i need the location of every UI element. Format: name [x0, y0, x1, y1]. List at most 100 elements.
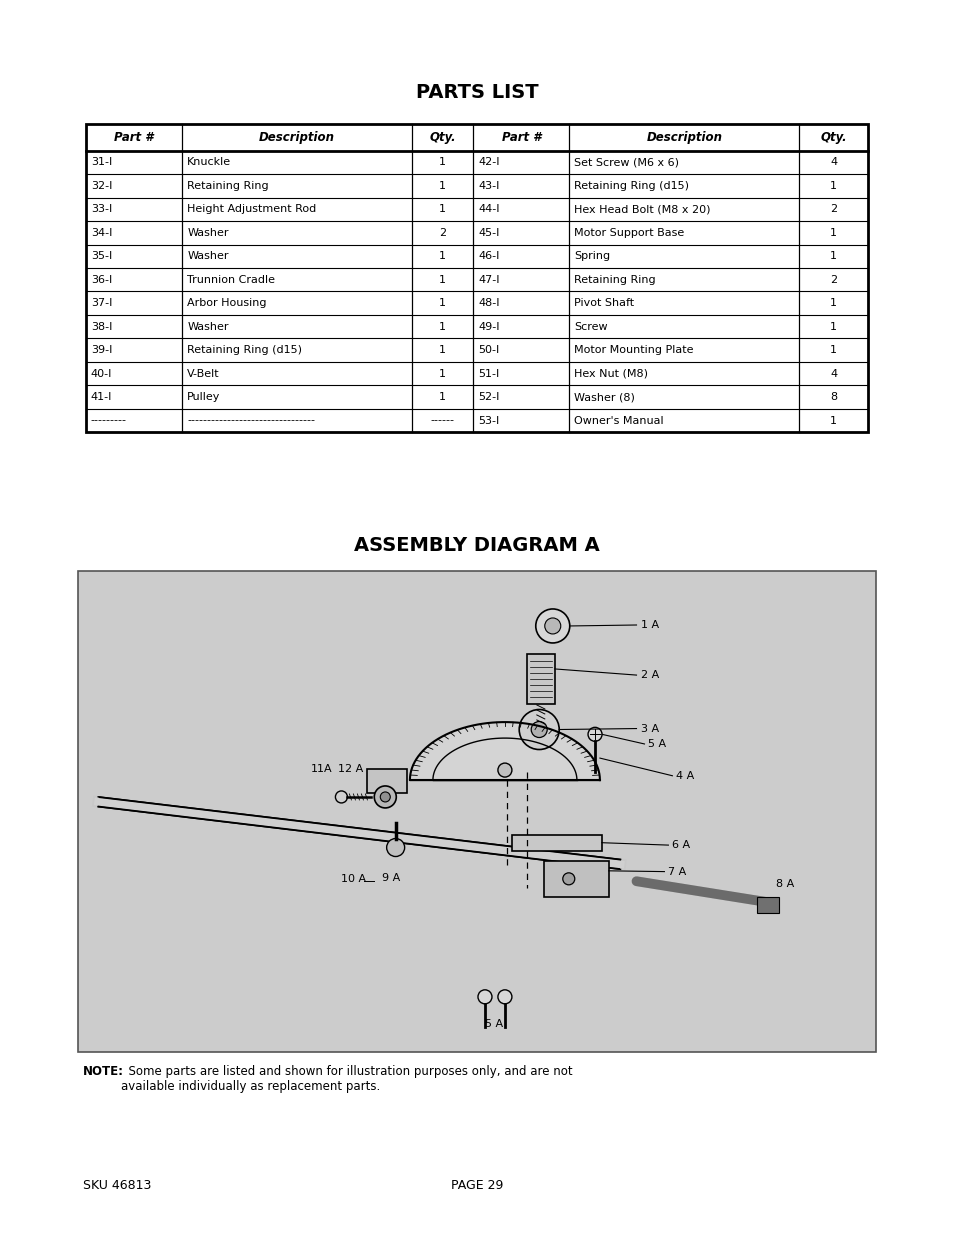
Bar — [86, 124, 867, 432]
Circle shape — [544, 618, 560, 634]
Text: 1: 1 — [829, 227, 837, 238]
Text: 39-I: 39-I — [91, 345, 112, 356]
Text: Retaining Ring (d15): Retaining Ring (d15) — [574, 180, 689, 191]
Text: Owner's Manual: Owner's Manual — [574, 415, 663, 426]
Text: Washer: Washer — [187, 251, 229, 262]
Text: Part #: Part # — [501, 131, 540, 143]
Text: 35-I: 35-I — [91, 251, 112, 262]
Text: Hex Head Bolt (M8 x 20): Hex Head Bolt (M8 x 20) — [574, 204, 710, 215]
Text: 2: 2 — [829, 204, 837, 215]
Bar — [367, 769, 407, 793]
Circle shape — [477, 989, 492, 1004]
Text: 1: 1 — [438, 274, 446, 285]
Text: Knuckle: Knuckle — [187, 157, 231, 168]
Text: 33-I: 33-I — [91, 204, 112, 215]
Text: Pivot Shaft: Pivot Shaft — [574, 298, 634, 309]
Text: 32-I: 32-I — [91, 180, 112, 191]
Text: V-Belt: V-Belt — [187, 368, 219, 379]
Text: 9 A: 9 A — [381, 872, 399, 883]
Text: ASSEMBLY DIAGRAM A: ASSEMBLY DIAGRAM A — [354, 536, 599, 556]
Text: 1: 1 — [829, 415, 837, 426]
Text: 4 A: 4 A — [676, 771, 694, 781]
Bar — [757, 897, 779, 913]
Text: 50-I: 50-I — [477, 345, 499, 356]
Text: 38-I: 38-I — [91, 321, 112, 332]
Text: 5 A: 5 A — [648, 739, 666, 748]
Text: ------: ------ — [430, 415, 454, 426]
Text: Washer (8): Washer (8) — [574, 391, 635, 403]
Circle shape — [380, 792, 390, 802]
Text: NOTE:: NOTE: — [83, 1065, 124, 1078]
Text: Retaining Ring (d15): Retaining Ring (d15) — [187, 345, 302, 356]
Text: Retaining Ring: Retaining Ring — [187, 180, 269, 191]
Text: 1: 1 — [438, 180, 446, 191]
Text: Hex Nut (M8): Hex Nut (M8) — [574, 368, 648, 379]
Text: Description: Description — [645, 131, 721, 143]
Text: Motor Mounting Plate: Motor Mounting Plate — [574, 345, 693, 356]
Text: 8 A: 8 A — [776, 878, 794, 889]
Text: 8: 8 — [829, 391, 837, 403]
Text: Arbor Housing: Arbor Housing — [187, 298, 266, 309]
Text: 49-I: 49-I — [477, 321, 499, 332]
Text: SKU 46813: SKU 46813 — [83, 1179, 152, 1192]
Bar — [78, 571, 875, 1052]
Circle shape — [497, 989, 512, 1004]
Text: 37-I: 37-I — [91, 298, 112, 309]
Text: Screw: Screw — [574, 321, 607, 332]
Text: 44-I: 44-I — [477, 204, 499, 215]
Circle shape — [587, 727, 601, 741]
Circle shape — [518, 710, 558, 750]
Text: 1: 1 — [829, 345, 837, 356]
Text: Trunnion Cradle: Trunnion Cradle — [187, 274, 274, 285]
Text: Spring: Spring — [574, 251, 610, 262]
Text: 4: 4 — [829, 157, 837, 168]
Text: 6 A: 6 A — [672, 840, 690, 850]
Text: 1: 1 — [438, 298, 446, 309]
Text: Pulley: Pulley — [187, 391, 220, 403]
Text: 7 A: 7 A — [668, 867, 686, 877]
Text: Height Adjustment Rod: Height Adjustment Rod — [187, 204, 316, 215]
Text: 45-I: 45-I — [477, 227, 499, 238]
Text: 3 A: 3 A — [639, 724, 658, 734]
Text: 1: 1 — [438, 251, 446, 262]
Circle shape — [531, 721, 547, 737]
Text: Some parts are listed and shown for illustration purposes only, and are not
avai: Some parts are listed and shown for illu… — [121, 1065, 572, 1093]
Text: Qty.: Qty. — [429, 131, 456, 143]
Text: 1 A: 1 A — [639, 620, 658, 630]
Text: PARTS LIST: PARTS LIST — [416, 83, 537, 103]
Text: 52-I: 52-I — [477, 391, 499, 403]
Bar — [512, 835, 601, 851]
Circle shape — [386, 839, 404, 857]
Text: 48-I: 48-I — [477, 298, 499, 309]
Text: 47-I: 47-I — [477, 274, 499, 285]
Text: 53-I: 53-I — [477, 415, 499, 426]
Text: 36-I: 36-I — [91, 274, 112, 285]
Text: 51-I: 51-I — [477, 368, 499, 379]
Text: 1: 1 — [829, 180, 837, 191]
Text: 5 A: 5 A — [485, 1019, 503, 1029]
Text: Description: Description — [259, 131, 335, 143]
Text: 2: 2 — [829, 274, 837, 285]
Text: 1: 1 — [829, 298, 837, 309]
Text: 10 A: 10 A — [341, 874, 366, 884]
Text: 40-I: 40-I — [91, 368, 112, 379]
Text: --------------------------------: -------------------------------- — [187, 415, 314, 426]
Text: 1: 1 — [438, 157, 446, 168]
Text: 1: 1 — [438, 321, 446, 332]
Text: Retaining Ring: Retaining Ring — [574, 274, 656, 285]
Bar — [543, 861, 608, 897]
Text: 34-I: 34-I — [91, 227, 112, 238]
Text: Part #: Part # — [114, 131, 153, 143]
Text: Washer: Washer — [187, 227, 229, 238]
Text: Washer: Washer — [187, 321, 229, 332]
Text: 2: 2 — [438, 227, 446, 238]
Circle shape — [536, 609, 569, 643]
Text: 1: 1 — [438, 391, 446, 403]
Text: 31-I: 31-I — [91, 157, 112, 168]
Circle shape — [335, 790, 347, 803]
Text: 1: 1 — [829, 251, 837, 262]
Text: 1: 1 — [438, 345, 446, 356]
Text: 1: 1 — [829, 321, 837, 332]
Text: 4: 4 — [829, 368, 837, 379]
Circle shape — [562, 873, 574, 884]
